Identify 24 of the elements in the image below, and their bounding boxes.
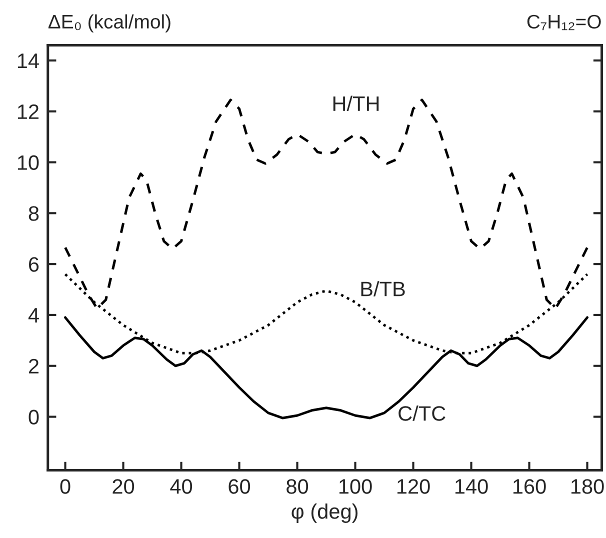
- x-tick-label: 0: [60, 479, 70, 494]
- x-tick-label: 120: [397, 479, 430, 494]
- x-tick-label: 80: [286, 479, 308, 494]
- y-tick-label: 12: [18, 104, 38, 119]
- y-tick-label: 2: [29, 358, 38, 374]
- y-tick-label: 10: [18, 155, 39, 170]
- y-tick-label: 0: [28, 410, 39, 425]
- x-tick-label: 160: [513, 479, 546, 494]
- y-tick-label: 8: [28, 206, 39, 221]
- y-tick-label: 14: [18, 54, 39, 68]
- x-tick-label: 140: [455, 479, 488, 494]
- x-tick-label: 40: [170, 479, 192, 494]
- y-tick-label: 4: [28, 308, 39, 323]
- x-tick-label: 180: [571, 479, 604, 494]
- series-label: C/TC: [398, 406, 446, 421]
- x-tick-label: 100: [339, 479, 372, 494]
- series-label: H/TH: [333, 96, 379, 112]
- x-tick-label: 60: [228, 479, 250, 494]
- x-axis-title: φ (deg): [292, 504, 358, 523]
- series-label: B/TB: [361, 281, 405, 296]
- y-tick-label: 6: [29, 257, 39, 272]
- x-tick-label: 20: [112, 479, 134, 494]
- y-axis-title: ΔE₀ (kcal/mol): [48, 14, 170, 32]
- chart-title: C₇H₁₂=O: [527, 14, 601, 30]
